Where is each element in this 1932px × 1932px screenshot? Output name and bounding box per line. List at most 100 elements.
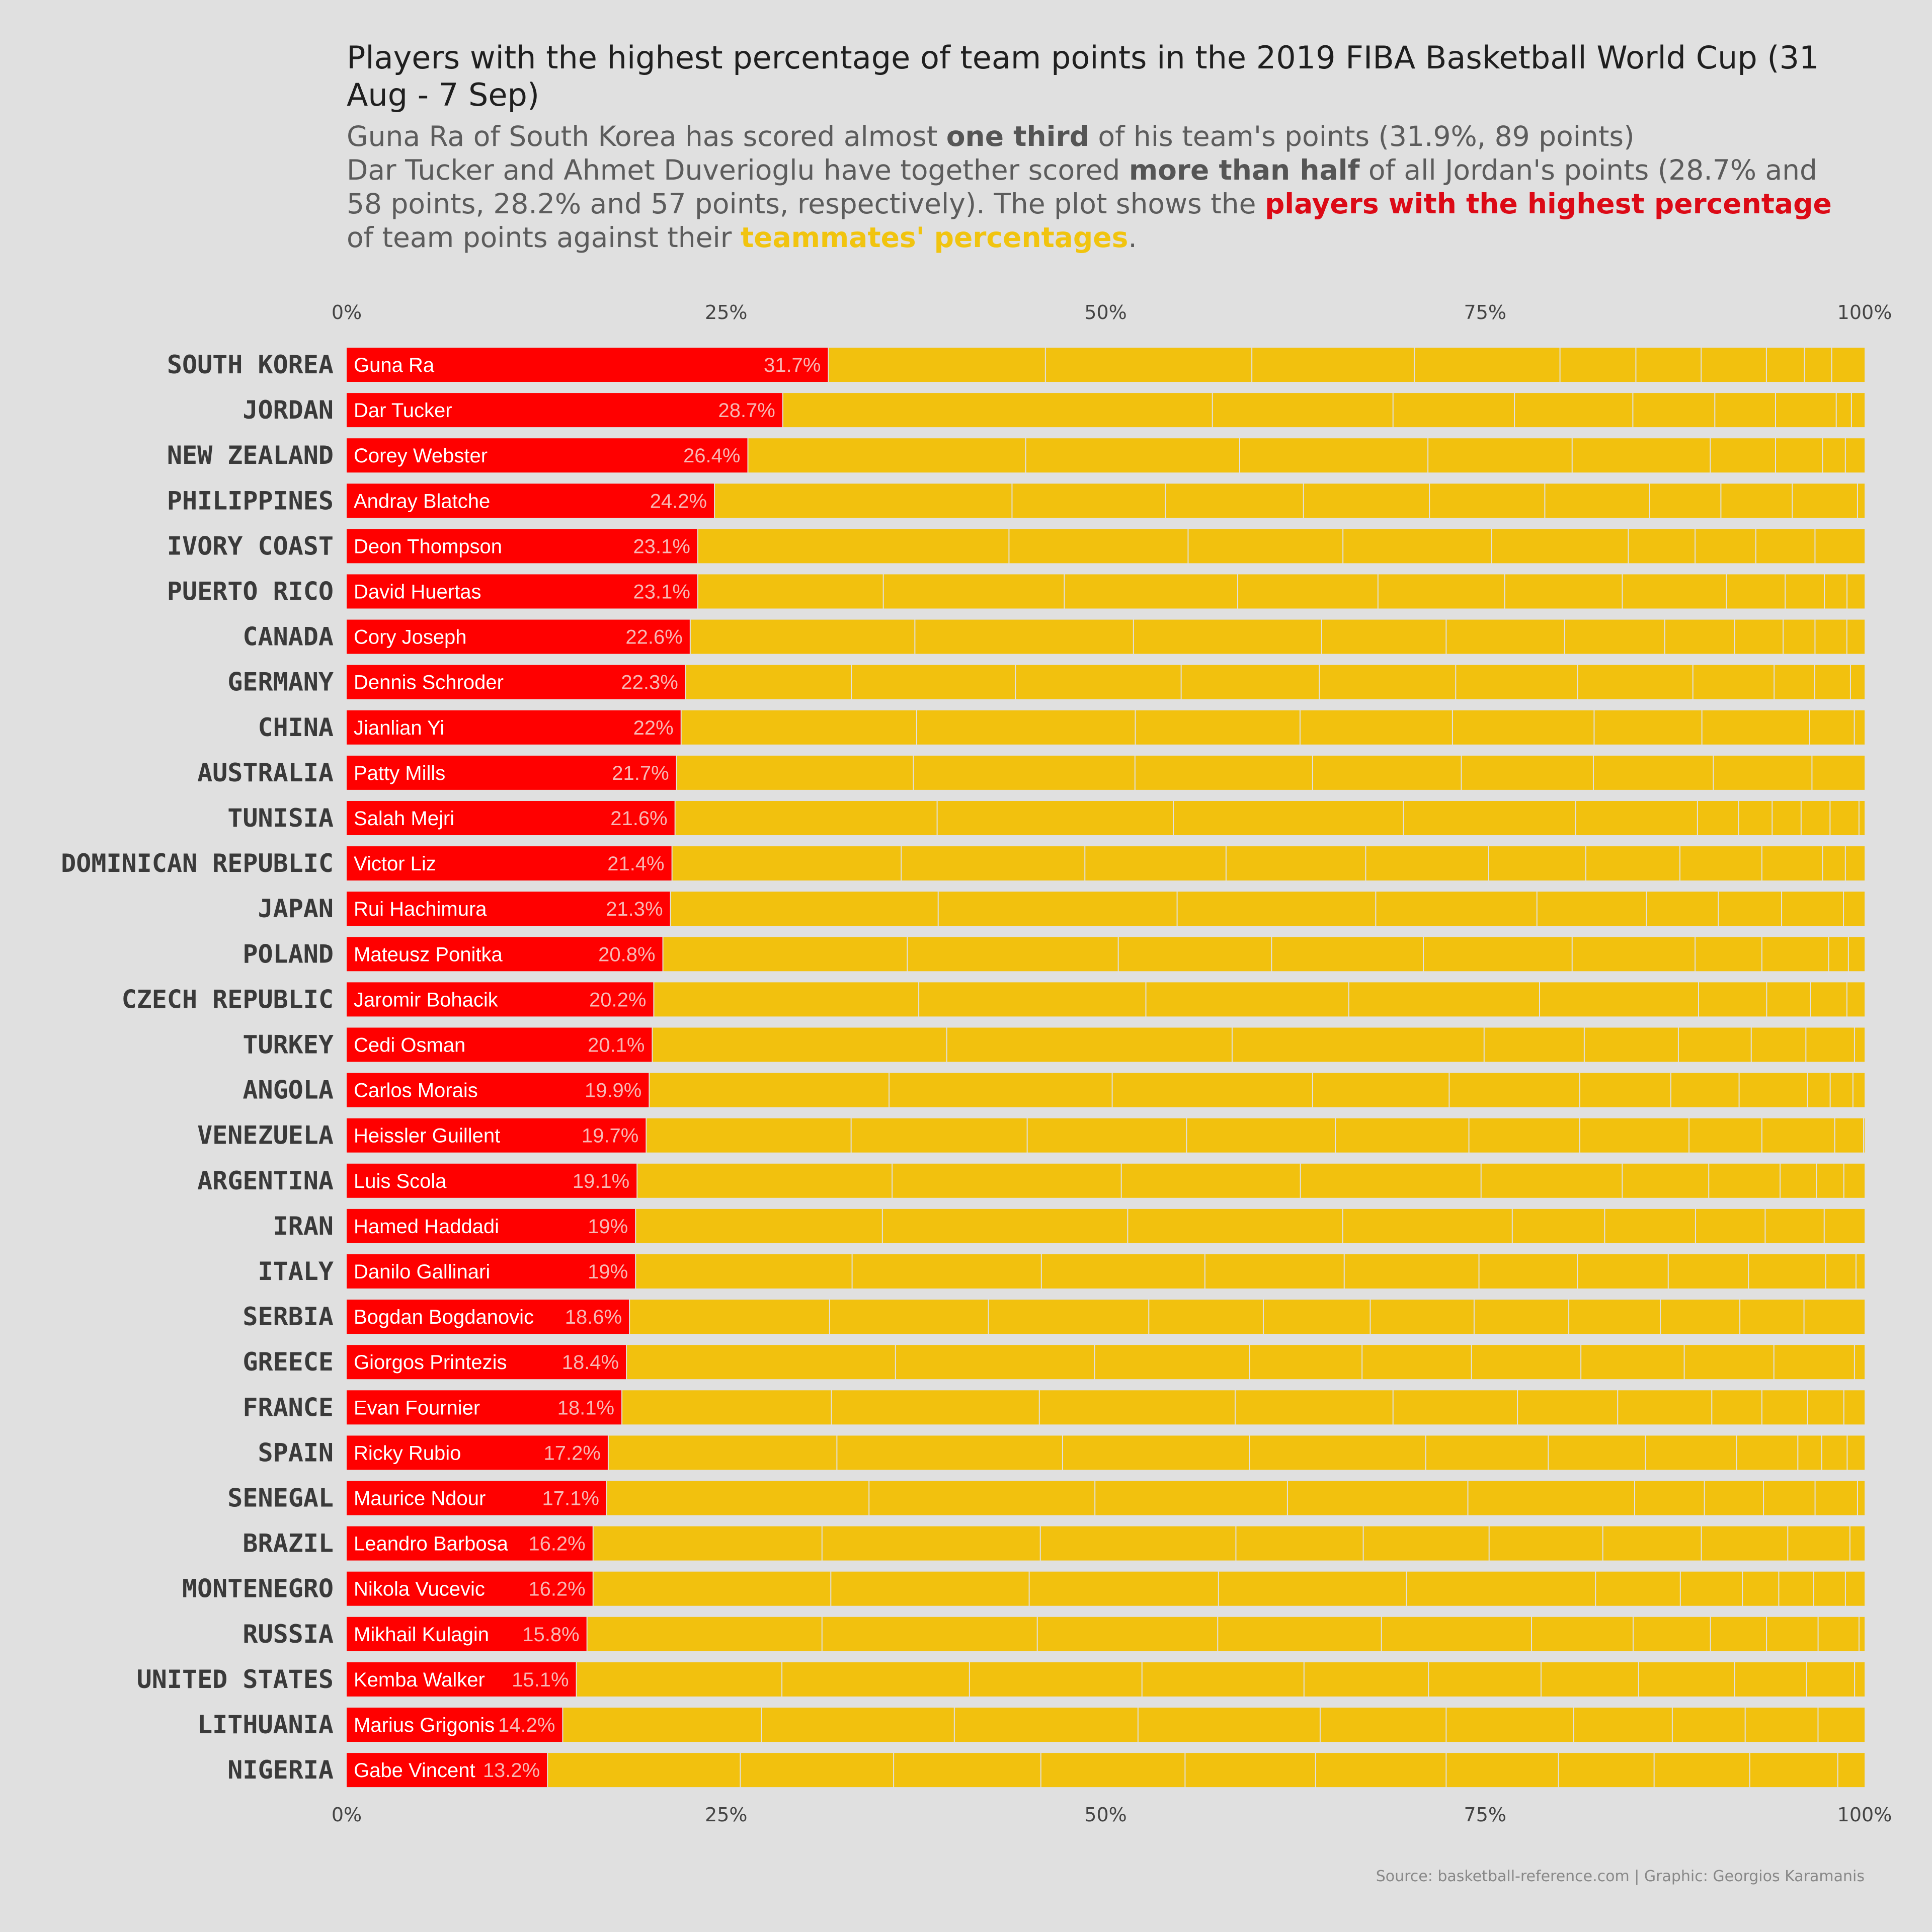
team-label: IRAN [273, 1212, 334, 1241]
teammate-bar [1134, 619, 1321, 654]
teammate-bar [1635, 1481, 1704, 1515]
teammate-bar [672, 846, 901, 881]
player-name-label: Patty Mills [354, 762, 445, 784]
pct-label: 13.2% [483, 1759, 540, 1782]
teammate-bar [1304, 484, 1429, 518]
teammate-bar [1026, 438, 1239, 473]
teammate-bar [1118, 937, 1271, 972]
teammate-bar [1775, 665, 1814, 699]
teammate-bar [1181, 665, 1319, 699]
player-name-label: Hamed Haddadi [354, 1216, 499, 1238]
teammate-bar [1581, 1345, 1684, 1380]
player-name-label: Cory Joseph [354, 626, 467, 649]
teammate-bar [1684, 1345, 1774, 1380]
teammate-bar [1236, 1526, 1363, 1561]
top-player-bar [347, 1662, 576, 1697]
player-name-label: Danilo Gallinari [354, 1261, 490, 1283]
teammate-bar [1784, 619, 1815, 654]
teammate-bar [1505, 574, 1622, 609]
teammate-bar [1756, 529, 1815, 564]
top-player-bar [347, 710, 681, 745]
teammate-bar [630, 1300, 829, 1334]
pct-label: 20.8% [598, 943, 655, 965]
teammate-bar [1450, 1073, 1579, 1107]
subtitle-part: . [1128, 221, 1137, 254]
teammate-bar [851, 1118, 1027, 1153]
team-label: ANGOLA [243, 1076, 334, 1105]
teammate-bar [1661, 1300, 1740, 1334]
teammate-bar [1363, 1526, 1489, 1561]
teammate-bar [1855, 1345, 1865, 1380]
teammate-bar [1705, 1481, 1763, 1515]
teammate-bar [1801, 801, 1830, 835]
teammate-bar [1832, 348, 1865, 382]
teammate-bar [832, 1390, 1039, 1425]
pct-label: 22.3% [621, 672, 678, 694]
pct-label: 21.3% [606, 898, 663, 920]
subtitle-emphasis-one-third: one third [946, 120, 1089, 152]
teammate-bar [1541, 1662, 1638, 1697]
teammate-bar [1696, 937, 1761, 972]
player-name-label: Salah Mejri [354, 808, 454, 830]
teammate-bar [1518, 1390, 1618, 1425]
teammate-bar [563, 1708, 761, 1742]
teammate-bar [698, 574, 883, 609]
player-name-label: Cedi Osman [354, 1034, 465, 1057]
pct-label: 19.7% [582, 1125, 638, 1147]
teammate-bar [1788, 1526, 1849, 1561]
teammate-bar [1739, 1073, 1807, 1107]
top-player-bar [347, 1345, 626, 1380]
teammate-bar [1012, 484, 1165, 518]
teammate-bar [882, 1209, 1128, 1243]
teammate-bar [1762, 1118, 1834, 1153]
teammate-bar [587, 1617, 822, 1651]
teammate-bar [954, 1708, 1138, 1742]
teammate-bar [1362, 1345, 1471, 1380]
teammate-bar [627, 1345, 895, 1380]
teammate-bar [1647, 892, 1718, 926]
teammate-bar [1429, 1662, 1541, 1697]
pct-label: 19% [588, 1216, 628, 1238]
player-name-label: Mateusz Ponitka [354, 943, 503, 965]
teammate-bar [1850, 1526, 1865, 1561]
teammate-bar [1213, 393, 1393, 428]
teammate-bar [1698, 801, 1738, 835]
teammate-bar [1016, 665, 1181, 699]
teammate-bar [1817, 1163, 1843, 1198]
teammate-bar [1446, 1708, 1573, 1742]
teammate-bar [1824, 1209, 1865, 1243]
teammate-bar [1678, 1027, 1751, 1062]
teammate-bar [1085, 846, 1226, 881]
teammate-bar [1767, 1617, 1818, 1651]
teammate-bar [1859, 801, 1865, 835]
teammate-bar [1462, 755, 1593, 790]
teammate-bar [1039, 1390, 1235, 1425]
teammate-bar [1446, 619, 1564, 654]
teammate-bar [1121, 1163, 1300, 1198]
teammate-bar [1798, 1435, 1821, 1470]
teammate-bar [1668, 1254, 1748, 1289]
teammate-bar [1693, 665, 1774, 699]
teammate-bar [1853, 1073, 1865, 1107]
pct-label: 18.6% [565, 1306, 622, 1328]
teammate-bar [1826, 1254, 1856, 1289]
team-label: AUSTRALIA [197, 758, 334, 787]
teammate-bar [1818, 1708, 1865, 1742]
top-player-bar [347, 755, 676, 790]
teammate-bar [1371, 1300, 1474, 1334]
teammate-bar [1304, 1662, 1428, 1697]
teammate-bar [1378, 574, 1504, 609]
teammate-bar [1537, 892, 1646, 926]
team-label: ARGENTINA [197, 1166, 334, 1195]
team-label: MONTENEGRO [182, 1574, 334, 1603]
teammate-bar [1272, 937, 1423, 972]
teammate-bar [1481, 1163, 1622, 1198]
pct-label: 18.1% [557, 1397, 614, 1419]
teammate-bar [1578, 1254, 1668, 1289]
teammate-bar [1764, 1481, 1815, 1515]
player-name-label: Maurice Ndour [354, 1488, 486, 1510]
player-name-label: Jianlian Yi [354, 717, 444, 739]
pct-label: 14.2% [498, 1714, 555, 1736]
team-label: UNITED STATES [137, 1665, 334, 1694]
teammate-bar [1786, 574, 1824, 609]
